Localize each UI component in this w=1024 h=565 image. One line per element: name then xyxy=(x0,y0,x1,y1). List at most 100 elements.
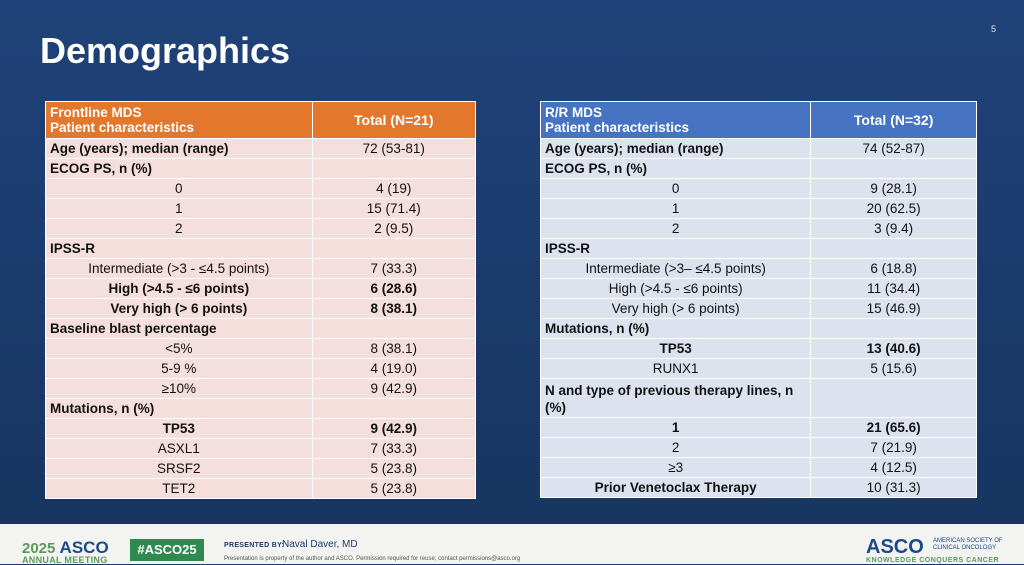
table-row: 5-9 % 4 (19.0) xyxy=(45,358,477,379)
asco-logo: ASCO xyxy=(866,536,924,558)
row-label: TP53 xyxy=(45,418,313,439)
row-value: 7 (21.9) xyxy=(810,437,977,458)
row-label: High (>4.5 - ≤6 points) xyxy=(45,278,313,299)
row-label: Age (years); median (range) xyxy=(45,138,313,159)
table-row: IPSS-R xyxy=(45,238,477,259)
row-label: High (>4.5 - ≤6 points) xyxy=(539,278,812,299)
table-header-total: Total (N=32) xyxy=(810,101,977,139)
meeting-year: 2025 xyxy=(22,540,56,557)
table-row: ASXL1 7 (33.3) xyxy=(45,438,477,459)
meeting-asco: ASCO xyxy=(59,538,109,557)
row-value xyxy=(311,318,477,339)
row-label: RUNX1 xyxy=(539,358,812,379)
row-label: Prior Venetoclax Therapy xyxy=(539,477,812,498)
row-value: 7 (33.3) xyxy=(311,258,477,279)
table-row: TP53 9 (42.9) xyxy=(45,418,477,439)
row-label: Intermediate (>3– ≤4.5 points) xyxy=(539,258,812,279)
disclaimer-text: Presentation is property of the author a… xyxy=(224,556,521,562)
row-value: 15 (71.4) xyxy=(311,198,477,219)
row-value: 4 (19.0) xyxy=(311,358,477,379)
row-value: 72 (53-81) xyxy=(311,138,477,159)
hashtag-badge: #ASCO25 xyxy=(130,539,204,561)
table-row: RUNX1 5 (15.6) xyxy=(539,358,977,379)
table-row: Baseline blast percentage xyxy=(45,318,477,339)
row-label: N and type of previous therapy lines, n … xyxy=(539,378,812,418)
row-label: 2 xyxy=(45,218,313,239)
slide-number: 5 xyxy=(990,24,996,34)
table-row: TP53 13 (40.6) xyxy=(539,338,977,359)
asco-logo-subtitle: AMERICAN SOCIETY OF CLINICAL ONCOLOGY xyxy=(933,538,1003,551)
row-label: Very high (> 6 points) xyxy=(539,298,812,319)
row-label: Mutations, n (%) xyxy=(45,398,313,419)
row-value xyxy=(810,318,977,339)
row-value xyxy=(311,238,477,259)
table-row: Mutations, n (%) xyxy=(539,318,977,339)
table-row: ECOG PS, n (%) xyxy=(539,158,977,179)
row-label: Age (years); median (range) xyxy=(539,138,812,159)
table-header-label: R/R MDS Patient characteristics xyxy=(539,101,812,139)
presenter-name: Naval Daver, MD xyxy=(282,539,358,550)
row-value: 13 (40.6) xyxy=(810,338,977,359)
row-value: 6 (18.8) xyxy=(810,258,977,279)
row-label: 0 xyxy=(45,178,313,199)
table-row: Age (years); median (range) 72 (53-81) xyxy=(45,138,477,159)
row-value xyxy=(311,398,477,419)
row-value xyxy=(810,158,977,179)
row-value: 2 (9.5) xyxy=(311,218,477,239)
table-row: Mutations, n (%) xyxy=(45,398,477,419)
table-header-subtitle: Patient characteristics xyxy=(545,120,690,135)
row-value: 20 (62.5) xyxy=(810,198,977,219)
presented-by-label: PRESENTED BY: xyxy=(224,542,285,549)
asco-tagline: KNOWLEDGE CONQUERS CANCER xyxy=(866,557,1000,564)
row-value: 9 (42.9) xyxy=(311,378,477,399)
row-value: 11 (34.4) xyxy=(810,278,977,299)
row-value: 15 (46.9) xyxy=(810,298,977,319)
table-row: Very high (> 6 points) 15 (46.9) xyxy=(539,298,977,319)
row-label: ASXL1 xyxy=(45,438,313,459)
frontline-mds-table: Frontline MDS Patient characteristics To… xyxy=(45,101,477,499)
row-label: TP53 xyxy=(539,338,812,359)
table-row: 1 15 (71.4) xyxy=(45,198,477,219)
table-row: SRSF2 5 (23.8) xyxy=(45,458,477,479)
table-row: 1 21 (65.6) xyxy=(539,417,977,438)
slide-title: Demographics xyxy=(40,30,291,71)
row-label: ≥10% xyxy=(45,378,313,399)
row-label: Mutations, n (%) xyxy=(539,318,812,339)
row-label: 1 xyxy=(539,417,812,438)
table-row: Intermediate (>3– ≤4.5 points) 6 (18.8) xyxy=(539,258,977,279)
row-value xyxy=(810,238,977,259)
row-label: Intermediate (>3 - ≤4.5 points) xyxy=(45,258,313,279)
row-value xyxy=(311,158,477,179)
table-row: 1 20 (62.5) xyxy=(539,198,977,219)
table-row: High (>4.5 - ≤6 points) 11 (34.4) xyxy=(539,278,977,299)
table-header-subtitle: Patient characteristics xyxy=(50,120,195,135)
row-label: SRSF2 xyxy=(45,458,313,479)
row-label: 1 xyxy=(539,198,812,219)
row-value: 10 (31.3) xyxy=(810,477,977,498)
row-label: ECOG PS, n (%) xyxy=(45,158,313,179)
row-value: 8 (38.1) xyxy=(311,298,477,319)
table-row: High (>4.5 - ≤6 points) 6 (28.6) xyxy=(45,278,477,299)
row-value: 5 (15.6) xyxy=(810,358,977,379)
row-value: 9 (42.9) xyxy=(311,418,477,439)
table-row: Very high (> 6 points) 8 (38.1) xyxy=(45,298,477,319)
row-value: 4 (19) xyxy=(311,178,477,199)
row-label: ECOG PS, n (%) xyxy=(539,158,812,179)
row-label: 1 xyxy=(45,198,313,219)
table-row: IPSS-R xyxy=(539,238,977,259)
row-value: 9 (28.1) xyxy=(810,178,977,199)
row-label: <5% xyxy=(45,338,313,359)
row-value: 6 (28.6) xyxy=(311,278,477,299)
row-label: TET2 xyxy=(45,478,313,499)
table-row: ≥10% 9 (42.9) xyxy=(45,378,477,399)
row-value: 3 (9.4) xyxy=(810,218,977,239)
row-value: 5 (23.8) xyxy=(311,458,477,479)
row-value: 21 (65.6) xyxy=(810,417,977,438)
table-row: TET2 5 (23.8) xyxy=(45,478,477,499)
table-header-title: Frontline MDS xyxy=(50,105,142,120)
row-value: 5 (23.8) xyxy=(311,478,477,499)
row-value: 74 (52-87) xyxy=(810,138,977,159)
